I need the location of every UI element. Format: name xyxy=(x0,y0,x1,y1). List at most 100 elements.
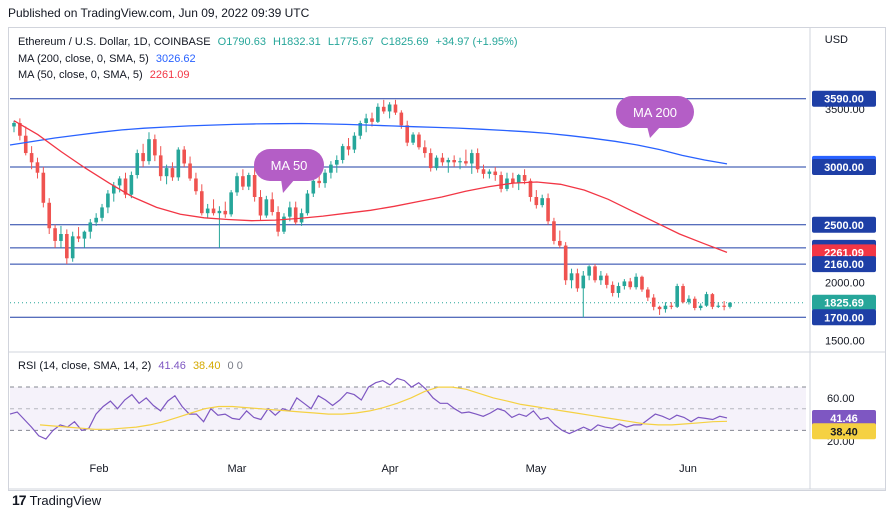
candle-body xyxy=(563,245,568,281)
candle-body xyxy=(358,123,363,136)
rsi-pane xyxy=(9,377,806,440)
candle-body xyxy=(182,149,186,164)
candle-body xyxy=(205,208,210,214)
price-badge-box xyxy=(812,309,876,326)
candle-body xyxy=(681,286,685,303)
candle-body xyxy=(663,305,668,310)
candle-body xyxy=(117,178,122,186)
candle-body xyxy=(487,171,492,174)
candle-body xyxy=(464,161,468,164)
rsi-value: 41.46 xyxy=(158,360,186,372)
candle-body xyxy=(211,208,216,214)
rsi-badge-label: 41.46 xyxy=(830,413,858,425)
candle-body xyxy=(59,234,63,241)
candle-body xyxy=(722,305,726,307)
candle-body xyxy=(499,175,503,189)
candle-body xyxy=(593,266,597,281)
candle-body xyxy=(47,202,52,229)
candle-body xyxy=(493,171,498,176)
candle-body xyxy=(100,207,104,218)
currency-label: USD xyxy=(824,34,848,46)
candle-body xyxy=(305,193,310,214)
candle-body xyxy=(111,185,116,194)
rsi-legend: RSI (14, close, SMA, 14, 2) 41.46 38.40 … xyxy=(18,360,243,372)
candle-body xyxy=(217,210,222,214)
candle-body xyxy=(622,281,627,287)
price-badge-box xyxy=(812,158,876,175)
candle-body xyxy=(446,160,451,163)
candle-body xyxy=(687,298,691,303)
ma200-line xyxy=(9,122,728,165)
tradingview-logo-icon: 17 xyxy=(12,492,27,508)
candle-body xyxy=(135,153,140,176)
candle-body xyxy=(229,192,233,215)
candle-body xyxy=(340,146,345,160)
price-tick-label: 3500.00 xyxy=(825,104,865,116)
low-value: L1775.67 xyxy=(327,36,374,48)
price-grid xyxy=(8,28,885,490)
time-axis: Feb Mar Apr May Jun xyxy=(90,463,697,475)
candle-body xyxy=(241,176,245,187)
price-tick-label: 2000.00 xyxy=(825,278,865,290)
ma200-legend: MA (200, close, 0, SMA, 5) 3026.62 xyxy=(18,53,200,65)
rsi-ma-value: 38.40 xyxy=(193,360,221,372)
candle-body xyxy=(569,273,574,281)
candle-body xyxy=(710,294,715,307)
candle-body xyxy=(352,135,357,150)
candle-body xyxy=(675,286,679,307)
bubble-body xyxy=(616,96,694,128)
candle-body xyxy=(188,163,192,179)
candle-body xyxy=(434,157,439,169)
candle-body xyxy=(264,199,269,216)
candle-body xyxy=(692,298,697,308)
candle-body xyxy=(323,172,327,184)
candle-body xyxy=(417,134,421,148)
candle-body xyxy=(258,197,263,216)
candle-body xyxy=(381,106,386,112)
candle-body xyxy=(616,286,621,293)
candle-body xyxy=(428,153,433,169)
candle-body xyxy=(423,147,427,154)
candle-body xyxy=(329,164,333,173)
candle-body xyxy=(94,217,98,223)
candle-body xyxy=(411,134,415,143)
candle-body xyxy=(640,276,644,290)
ma50-label: MA (50, close, 0, SMA, 5) xyxy=(18,69,143,81)
candle-body xyxy=(575,273,580,289)
candle-body xyxy=(223,210,228,215)
price-tick-label: 1500.00 xyxy=(825,335,865,347)
rsi-tick-label: 60.00 xyxy=(827,393,855,405)
ma200-value: 3026.62 xyxy=(155,53,196,65)
candle-body xyxy=(469,153,474,164)
candle-body xyxy=(141,153,145,162)
bubble-tail xyxy=(647,126,661,138)
candle-body xyxy=(270,199,275,213)
candles xyxy=(12,99,732,318)
candle-body xyxy=(288,207,292,217)
candle-body xyxy=(276,212,280,232)
ma50-value: 2261.09 xyxy=(149,69,190,81)
change-value: +34.97 (+1.95%) xyxy=(435,36,518,48)
candle-body xyxy=(698,305,703,308)
candle-body xyxy=(35,162,40,173)
candle-body xyxy=(475,153,480,170)
candle-body xyxy=(106,193,110,208)
footer-brand[interactable]: 17 TradingView xyxy=(12,492,101,508)
candle-body xyxy=(12,123,16,127)
candle-body xyxy=(546,198,550,222)
rsi-ma-line xyxy=(39,386,728,430)
ma50-line xyxy=(13,120,728,254)
candle-body xyxy=(370,118,374,122)
candle-body xyxy=(376,106,380,122)
candle-body xyxy=(522,175,527,181)
price-badge-label: 1700.00 xyxy=(824,312,864,324)
candle-body xyxy=(440,157,445,163)
candle-body xyxy=(704,294,709,306)
price-badge-label: 3590.00 xyxy=(824,94,864,106)
time-label: May xyxy=(526,463,547,475)
ma200-label: MA (200, close, 0, SMA, 5) xyxy=(18,53,149,65)
candle-body xyxy=(129,175,134,195)
candle-body xyxy=(147,139,151,162)
